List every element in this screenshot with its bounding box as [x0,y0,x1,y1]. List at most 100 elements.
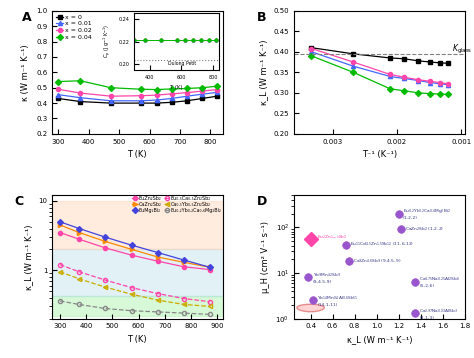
Y-axis label: κ_L (W m⁻¹ K⁻¹): κ_L (W m⁻¹ K⁻¹) [259,40,268,105]
x = 0 [215,94,220,98]
EuMg₂Bi₂ [129,243,135,247]
x = 0.01 [108,99,114,103]
EuZn₂Sb₂ [181,265,187,269]
Eu₀.₅Ca₀.₅Zn₂Sb₂ [102,278,108,282]
x = 0.01 [215,90,220,95]
x = 0.04 [215,84,220,88]
Bar [52,201,223,250]
Legend: x = 0, x = 0.01, x = 0.02, x = 0.04: x = 0, x = 0.01, x = 0.02, x = 0.04 [55,14,92,40]
CaZn₂Sb₂ [76,231,82,235]
Y-axis label: κ_L (W m⁻¹ K⁻¹): κ_L (W m⁻¹ K⁻¹) [24,224,33,290]
CaZn₂Sb₂ [155,255,161,259]
x = 0.02 [55,87,61,91]
x = 0.02 [78,91,83,95]
Eu₀.₂Yb₀.₂Ca₀.₆Mg₂Bi₂ [57,299,63,303]
Text: Eu$_{11}$Cd$_{4.5}$Zn$_{1.5}$Sb$_{12}$ (11-6-12): Eu$_{11}$Cd$_{4.5}$Zn$_{1.5}$Sb$_{12}$ (… [350,241,414,248]
Eu₀.₅Ca₀.₅Zn₂Sb₂ [208,300,213,304]
x = 0.01 [154,98,159,102]
X-axis label: T (K): T (K) [128,150,147,159]
x = 0.02 [138,93,144,98]
x = 0.04 [169,87,174,91]
X-axis label: κ_L (W m⁻¹ K⁻¹): κ_L (W m⁻¹ K⁻¹) [346,335,412,344]
Line: x = 0.01: x = 0.01 [56,90,219,103]
Point [345,258,353,264]
EuMg₂Bi₂ [181,258,187,262]
Eu₀.₂Yb₀.₂Ca₀.₆Mg₂Bi₂ [181,311,187,315]
Line: x = 0.02: x = 0.02 [56,87,219,98]
Bar [52,250,223,296]
Eu₀.₅Ca₀.₅Zn₂Sb₂ [57,262,63,267]
Text: Yb$_{14}$Mn$_{0.4}$Al$_{0.6}$Sb$_{11}$
(14-1-11): Yb$_{14}$Mn$_{0.4}$Al$_{0.6}$Sb$_{11}$ (… [317,294,359,306]
x = 0.02 [215,87,220,92]
x = 0 [154,101,159,105]
Point [307,236,314,242]
Text: $\it{K}_{\rm glass}$: $\it{K}_{\rm glass}$ [452,43,472,56]
x = 0.02 [169,92,174,96]
EuZn₂Sb₂ [102,246,108,250]
EuZn₂Sb₂ [129,253,135,257]
x = 0 [108,101,114,105]
Eu₀.₅Ca₀.₅Zn₂Sb₂ [129,285,135,290]
Eu₀.₂Yb₀.₂Ca₀.₆Mg₂Bi₂ [208,312,213,316]
Ca₀.₅Yb₀.₅Zn₂Sb₂ [76,277,82,281]
Point [309,297,317,303]
Line: x = 0.04: x = 0.04 [56,79,219,92]
Ca₀.₅Yb₀.₅Zn₂Sb₂ [208,304,213,309]
CaZn₂Sb₂ [102,239,108,243]
x = 0.01 [184,94,190,98]
Ca₀.₅Yb₀.₅Zn₂Sb₂ [155,298,161,302]
Point [397,227,404,232]
x = 0.01 [169,96,174,101]
Text: D: D [256,195,267,208]
Text: Ca$_{4.75}$Na$_{0.25}$Al$_2$Sb$_6$
(5-2-6): Ca$_{4.75}$Na$_{0.25}$Al$_2$Sb$_6$ (5-2-… [419,275,460,287]
EuZn₂Sb₂ [57,231,63,235]
EuZn₂Sb₂ [155,259,161,263]
Line: CaZn₂Sb₂: CaZn₂Sb₂ [58,223,212,270]
x = 0.04 [55,79,61,84]
Line: Eu₀.₂Yb₀.₂Ca₀.₆Mg₂Bi₂: Eu₀.₂Yb₀.₂Ca₀.₆Mg₂Bi₂ [58,299,212,316]
CaZn₂Sb₂ [129,247,135,252]
EuMg₂Bi₂ [76,226,82,231]
x = 0.01 [199,92,205,96]
x = 0.04 [184,86,190,91]
Point [395,211,402,217]
EuZn₂Sb₂ [208,267,213,272]
Ellipse shape [297,304,324,312]
Text: CaZn$_2$Sb$_2$ (1-2-2): CaZn$_2$Sb$_2$ (1-2-2) [405,226,444,233]
Line: x = 0: x = 0 [56,94,219,105]
Point [411,279,419,284]
Bar [52,296,223,316]
x = 0.01 [78,96,83,100]
x = 0.04 [78,79,83,83]
x = 0 [55,96,61,101]
Line: EuMg₂Bi₂: EuMg₂Bi₂ [58,220,212,270]
EuMg₂Bi₂ [102,235,108,239]
EuMg₂Bi₂ [155,250,161,255]
Eu₀.₅Ca₀.₅Zn₂Sb₂ [181,296,187,301]
Text: Eu$_{0.2}$Yb$_{0.2}$Ca$_{0.4}$Mg$_2$Bi$_2$
(1-2-2): Eu$_{0.2}$Yb$_{0.2}$Ca$_{0.4}$Mg$_2$Bi$_… [403,207,451,220]
Point [305,275,312,280]
Text: Yb$_9$Mn$_{4.2}$Sb$_9$
(9-4.5-9): Yb$_9$Mn$_{4.2}$Sb$_9$ (9-4.5-9) [313,271,341,284]
Point [307,236,314,242]
Ca₀.₅Yb₀.₅Zn₂Sb₂ [57,270,63,274]
Eu₀.₂Yb₀.₂Ca₀.₆Mg₂Bi₂ [102,306,108,311]
x = 0.04 [199,86,205,90]
x = 0.02 [184,91,190,95]
X-axis label: T (K): T (K) [128,335,147,344]
X-axis label: T⁻¹ (K⁻¹): T⁻¹ (K⁻¹) [362,150,397,159]
Eu₀.₂Yb₀.₂Ca₀.₆Mg₂Bi₂ [76,303,82,307]
Text: Ca$_{2.97}$Na$_{0.03}$AlSb$_3$
(3-1-3): Ca$_{2.97}$Na$_{0.03}$AlSb$_3$ (3-1-3) [419,307,458,320]
x = 0.02 [154,93,159,97]
x = 0.04 [138,87,144,91]
Ca₀.₅Yb₀.₅Zn₂Sb₂ [129,292,135,296]
CaZn₂Sb₂ [208,265,213,270]
Eu₀.₂Yb₀.₂Ca₀.₆Mg₂Bi₂ [129,309,135,313]
x = 0 [138,101,144,105]
EuZn₂Sb₂ [76,237,82,241]
Line: Ca₀.₅Yb₀.₅Zn₂Sb₂: Ca₀.₅Yb₀.₅Zn₂Sb₂ [58,270,212,309]
Y-axis label: κ (W m⁻¹ K⁻¹): κ (W m⁻¹ K⁻¹) [21,44,30,101]
Text: B: B [256,11,266,24]
x = 0.02 [108,94,114,98]
x = 0.04 [108,86,114,90]
x = 0.01 [55,92,61,97]
